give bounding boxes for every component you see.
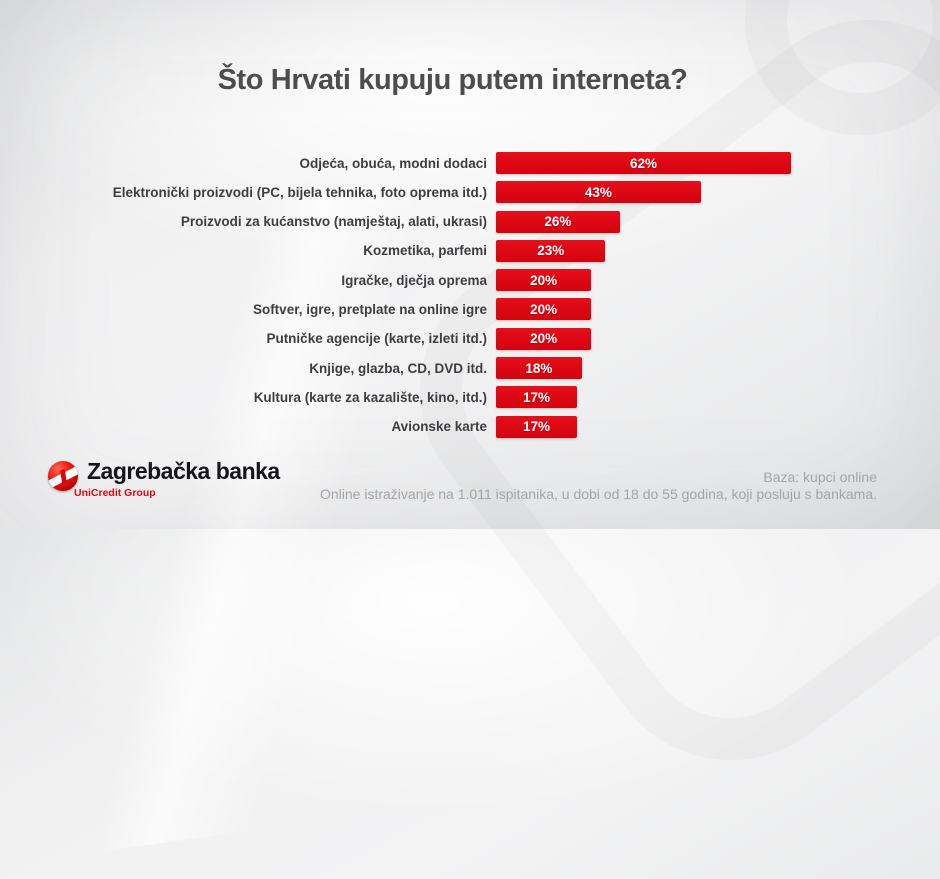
bar: 18%	[496, 357, 582, 380]
bar: 23%	[496, 239, 606, 262]
page-title: Što Hrvati kupuju putem interneta?	[217, 64, 688, 96]
bar-label: Knjige, glazba, CD, DVD itd.	[309, 360, 487, 376]
chart-row: Odjeća, obuća, modni dodaci 62%	[0, 152, 940, 174]
bar-label: Elektronički proizvodi (PC, bijela tehni…	[112, 184, 487, 200]
bar-label: Proizvodi za kućanstvo (namještaj, alati…	[180, 214, 487, 230]
chart-row: Igračke, dječja oprema 20%	[0, 269, 940, 292]
chart-row: Putničke agencije (karte, izleti itd.) 20…	[0, 327, 940, 350]
bar: 20%	[496, 269, 592, 292]
bar-value: 18%	[525, 360, 553, 376]
bar-chart: Odjeća, obuća, modni dodaci 62% Elektronič…	[0, 152, 940, 445]
unicredit-sphere-icon	[48, 461, 78, 491]
bar: 17%	[496, 415, 577, 438]
footnote-line-base: Baza: kupci online	[763, 469, 877, 485]
chart-row: Elektronički proizvodi (PC, bijela tehni…	[0, 181, 940, 204]
bar-value: 20%	[530, 272, 558, 288]
logo-group-text: UniCredit Group	[74, 487, 156, 499]
chart-row: Avionske karte 17%	[0, 415, 940, 438]
bar-label: Softver, igre, pretplate na online igre	[252, 301, 487, 317]
bar: 20%	[496, 298, 592, 321]
bar: 26%	[496, 210, 620, 233]
bar-label: Igračke, dječja oprema	[341, 272, 487, 288]
bar-label: Kozmetika, parfemi	[363, 243, 487, 259]
bar: 62%	[496, 152, 792, 174]
chart-row: Kozmetika, parfemi 23%	[0, 239, 940, 262]
bar-value: 17%	[522, 419, 550, 435]
chart-row: Knjige, glazba, CD, DVD itd. 18%	[0, 357, 940, 380]
bar-value: 23%	[537, 243, 565, 259]
bar-label: Putničke agencije (karte, izleti itd.)	[266, 331, 487, 347]
bar: 17%	[496, 386, 577, 409]
bar-label: Odjeća, obuća, modni dodaci	[299, 155, 487, 171]
bar-value: 62%	[630, 155, 658, 171]
chart-row: Proizvodi za kućanstvo (namještaj, alati…	[0, 210, 940, 233]
bar: 43%	[496, 181, 701, 204]
bar-value: 17%	[522, 389, 550, 405]
bar-value: 26%	[544, 214, 572, 230]
bar-label: Avionske karte	[391, 419, 487, 435]
bar-value: 43%	[584, 184, 612, 200]
chart-row: Kultura (karte za kazalište, kino, itd.)…	[0, 386, 940, 409]
bar-label: Kultura (karte za kazalište, kino, itd.)	[253, 389, 487, 405]
bar: 20%	[496, 327, 592, 350]
chart-row: Softver, igre, pretplate na online igre 2…	[0, 298, 940, 321]
logo-brand-text: Zagrebačka banka	[87, 458, 280, 484]
footnote-line-method: Online istraživanje na 1.011 ispitanika,…	[320, 485, 877, 502]
zagrebacka-banka-logo: Zagrebačka banka UniCredit Group	[46, 457, 306, 503]
bar-value: 20%	[530, 301, 558, 317]
bar-value: 20%	[530, 331, 558, 347]
survey-footnote: Baza: kupci online Online istraživanje n…	[320, 469, 877, 502]
